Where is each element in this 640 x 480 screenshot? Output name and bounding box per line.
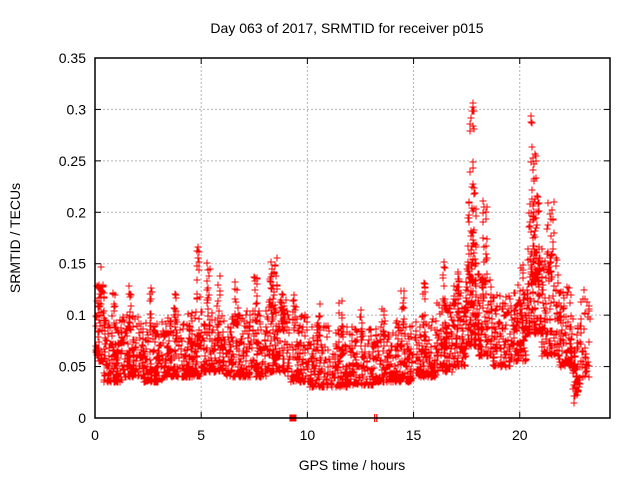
y-tick-label: 0.1 [67,307,87,323]
scatter-points-srmtid [92,99,594,407]
y-axis-label: SRMTID / TECUs [7,183,23,293]
y-tick-label: 0.05 [59,359,86,375]
plot-border [94,57,611,419]
x-tick-label: 10 [300,427,316,443]
x-axis-tick-labels: 0 5 10 15 20 [91,427,528,443]
x-tick-label: 0 [91,427,99,443]
y-tick-label: 0 [78,410,86,426]
chart-title: Day 063 of 2017, SRMTID for receiver p01… [210,20,483,36]
y-tick-label: 0.35 [59,50,86,66]
y-tick-label: 0.3 [67,101,87,117]
y-tick-label: 0.25 [59,153,86,169]
x-tick-label: 20 [512,427,528,443]
x-axis-label: GPS time / hours [299,457,406,473]
y-tick-label: 0.2 [67,204,87,220]
x-tick-label: 15 [406,427,422,443]
y-tick-label: 0.15 [59,256,86,272]
y-axis-tick-labels: 0 0.05 0.1 0.15 0.2 0.25 0.3 0.35 [59,50,86,426]
x-tick-label: 5 [197,427,205,443]
